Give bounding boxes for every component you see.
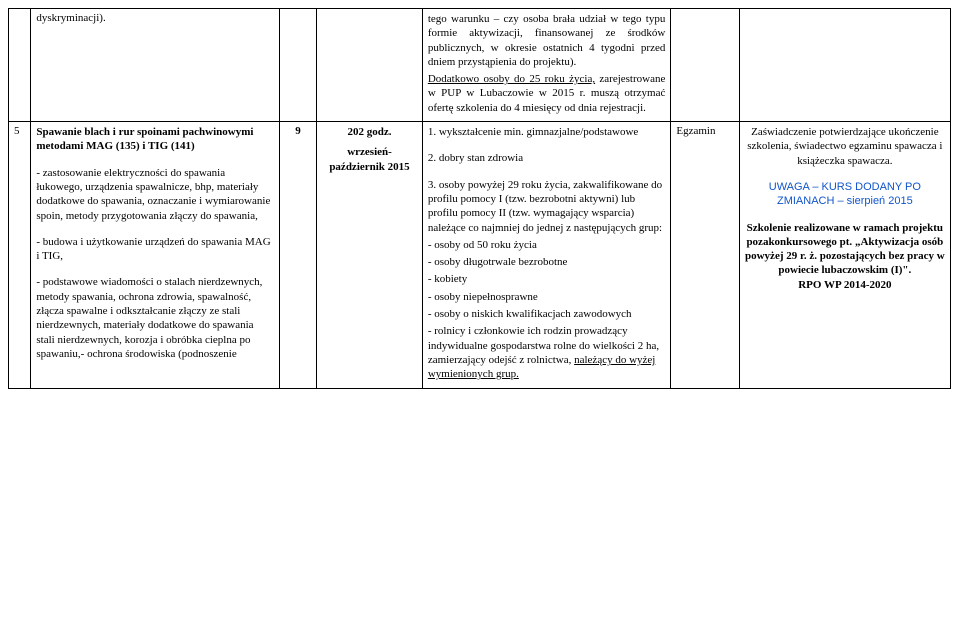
cell-r1-exam xyxy=(671,9,739,122)
note-para: Zaświadczenie potwierdzające ukończenie … xyxy=(745,125,945,168)
cell-r2-cond: 1. wykształcenie min. gimnazjalne/podsta… xyxy=(422,122,671,388)
cell-r2-num: 5 xyxy=(9,122,31,388)
period: wrzesień-październik 2015 xyxy=(322,145,417,174)
course-title: Spawanie blach i rur spoinami pachwinowy… xyxy=(36,125,274,154)
hours: 202 godz. xyxy=(322,125,417,139)
training-table: dyskryminacji). tego warunku – czy osoba… xyxy=(8,8,951,389)
desc-para: - budowa i użytkowanie urządzeń do spawa… xyxy=(36,235,274,264)
cell-r2-desc: Spawanie blach i rur spoinami pachwinowy… xyxy=(31,122,280,388)
cell-r2-hours: 202 godz. wrzesień-październik 2015 xyxy=(317,122,423,388)
cond-line: 1. wykształcenie min. gimnazjalne/podsta… xyxy=(428,125,666,139)
cell-r1-num xyxy=(9,9,31,122)
text: dyskryminacji). xyxy=(36,12,105,24)
cell-r2-exam: Egzamin xyxy=(671,122,739,388)
cond-bullet: - rolnicy i członkowie ich rodzin prowad… xyxy=(428,324,666,381)
table-row-1: dyskryminacji). tego warunku – czy osoba… xyxy=(9,9,951,122)
cond-line: 2. dobry stan zdrowia xyxy=(428,151,666,165)
note-project: Szkolenie realizowane w ramach projektu … xyxy=(745,221,945,292)
row-number: 5 xyxy=(14,125,20,137)
paragraph: Dodatkowo osoby do 25 roku życia, zareje… xyxy=(428,72,666,115)
desc-para: - podstawowe wiadomości o stalach nierdz… xyxy=(36,275,274,361)
exam-label: Egzamin xyxy=(676,125,715,137)
cond-bullet: - osoby o niskich kwalifikacjach zawodow… xyxy=(428,307,666,321)
cell-r2-note: Zaświadczenie potwierdzające ukończenie … xyxy=(739,122,950,388)
cond-bullet: - osoby od 50 roku życia xyxy=(428,238,666,252)
underline: Dodatkowo osoby do 25 roku życia, xyxy=(428,73,595,85)
cell-r2-qty: 9 xyxy=(279,122,316,388)
cell-r1-hours xyxy=(317,9,423,122)
cell-r1-desc: dyskryminacji). xyxy=(31,9,280,122)
cell-r1-cond: tego warunku – czy osoba brała udział w … xyxy=(422,9,671,122)
paragraph: tego warunku – czy osoba brała udział w … xyxy=(428,12,666,69)
desc-para: - zastosowanie elektryczności do spawani… xyxy=(36,166,274,223)
cell-r1-note xyxy=(739,9,950,122)
cell-r1-qty xyxy=(279,9,316,122)
quantity: 9 xyxy=(295,125,301,137)
cond-bullet: - kobiety xyxy=(428,272,666,286)
cond-line: 3. osoby powyżej 29 roku życia, zakwalif… xyxy=(428,178,666,235)
table-row-2: 5 Spawanie blach i rur spoinami pachwino… xyxy=(9,122,951,388)
cond-bullet: - osoby niepełnosprawne xyxy=(428,290,666,304)
note-highlight: UWAGA – KURS DODANY PO ZMIANACH – sierpi… xyxy=(745,180,945,209)
cond-bullet: - osoby długotrwale bezrobotne xyxy=(428,255,666,269)
